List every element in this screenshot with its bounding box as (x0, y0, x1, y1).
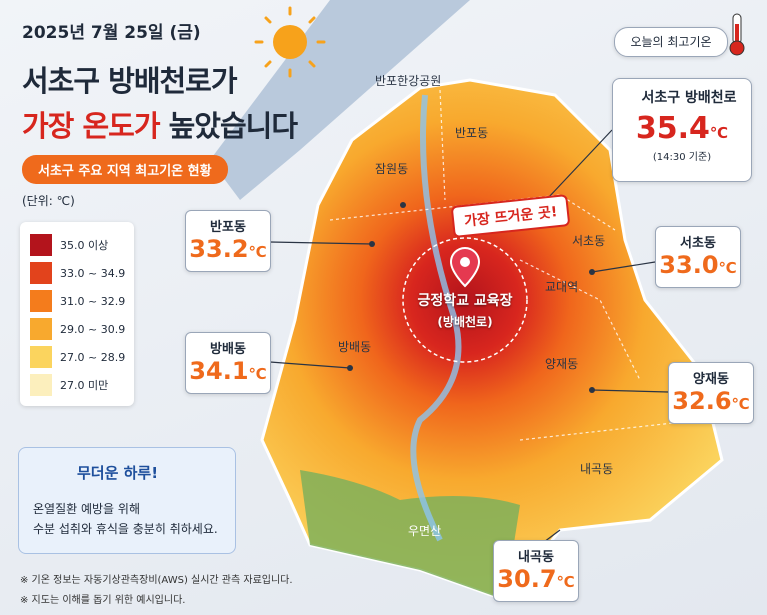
legend-label: 27.0 미만 (60, 379, 109, 392)
thermometer (729, 13, 745, 56)
legend-label: 29.0 ~ 30.9 (60, 322, 126, 336)
legend-swatch (30, 290, 52, 312)
legend-row: 33.0 ~ 34.9 (20, 259, 134, 287)
stream (410, 94, 462, 542)
callout-name: 반포동 (210, 220, 246, 235)
max-place: 서초구 방배천로 (641, 90, 737, 106)
value: 34.1 (189, 357, 249, 385)
unit: ℃ (248, 365, 267, 383)
legend-swatch (30, 318, 52, 340)
callout-name: 양재동 (693, 372, 729, 387)
unit: ℃ (709, 124, 729, 142)
hotspot-ring (402, 237, 528, 363)
hotspot-sub: (방배천로) (437, 315, 493, 329)
map-label: 반포한강공원 (375, 74, 442, 88)
map-label: 우면산 (408, 524, 442, 538)
unit: ℃ (556, 573, 575, 591)
value: 33.2 (189, 235, 249, 263)
legend-swatch (30, 374, 52, 396)
callout-value: 33.0℃ (656, 251, 740, 279)
legend-label: 31.0 ~ 32.9 (60, 294, 126, 308)
legend-label: 35.0 이상 (60, 239, 109, 252)
footnote: ※ 지도는 이해를 돕기 위한 예시입니다. (20, 595, 186, 606)
value: 30.7 (497, 565, 557, 593)
hotspot-label: 긍정학교 교육장 (방배천로) (395, 290, 535, 330)
legend-swatch (30, 262, 52, 284)
unit: ℃ (718, 259, 737, 277)
legend-row: 35.0 이상 (20, 231, 134, 259)
map-label: 반포동 (455, 126, 489, 140)
tip-box: 무더운 하루! 온열질환 예방을 위해 수분 섭취와 휴식을 충분히 취하세요. (18, 447, 236, 554)
max-value: 35.4℃ (613, 111, 751, 146)
pin-dot (460, 257, 470, 267)
temp-callout: 방배동 34.1℃ (185, 332, 271, 394)
callout-value: 32.6℃ (669, 387, 753, 415)
unit-note: (단위: ℃) (22, 194, 75, 208)
legend-row: 31.0 ~ 32.9 (20, 287, 134, 315)
title-highlight: 가장 온도가 (22, 109, 160, 143)
unit: ℃ (731, 395, 750, 413)
footnote: ※ 기온 정보는 자동기상관측장비(AWS) 실시간 관측 자료입니다. (20, 575, 293, 586)
temp-callout: 서초동 33.0℃ (655, 226, 741, 288)
legend-row: 27.0 ~ 28.9 (20, 343, 134, 371)
legend-row: 27.0 미만 (20, 371, 134, 399)
callout-value: 34.1℃ (186, 357, 270, 385)
boundaries (329, 89, 701, 441)
leader-lines (269, 129, 669, 546)
date: 2025년 7월 25일 (금) (22, 23, 201, 43)
title: 서초구 방배천로가 (22, 64, 238, 98)
temp-callout: 양재동 32.6℃ (668, 362, 754, 424)
title-rest: 높았습니다 (168, 109, 298, 143)
river (210, 0, 470, 200)
map-label: 서초동 (572, 234, 606, 248)
legend-label: 33.0 ~ 34.9 (60, 266, 126, 280)
callout-value: 30.7℃ (494, 565, 578, 593)
callout-value: 33.2℃ (186, 235, 270, 263)
badge: 서초구 주요 지역 최고기온 현황 (22, 155, 228, 184)
map-label: 양재동 (545, 357, 579, 371)
unit: ℃ (248, 243, 267, 261)
temp-callout: 내곡동 30.7℃ (493, 540, 579, 602)
callout-name: 내곡동 (518, 550, 554, 565)
legend-swatch (30, 234, 52, 256)
legend-swatch (30, 346, 52, 368)
callout-name: 서초동 (680, 236, 716, 251)
value: 32.6 (672, 387, 732, 415)
map-label: 잠원동 (375, 162, 409, 176)
legend-row: 29.0 ~ 30.9 (20, 315, 134, 343)
map-label: 내곡동 (580, 462, 614, 476)
sun (254, 6, 326, 78)
max-callout: 서초구 방배천로 35.4℃ (14:30 기준) (612, 78, 752, 182)
legend-label: 27.0 ~ 28.9 (60, 350, 126, 364)
temp-callout: 반포동 33.2℃ (185, 210, 271, 272)
tip-line: 수분 섭취와 휴식을 충분히 취하세요. (33, 522, 218, 536)
callout-name: 방배동 (210, 342, 246, 357)
map-label: 교대역 (545, 280, 579, 294)
tip-line: 온열질환 예방을 위해 (33, 502, 140, 516)
legend: 35.0 이상 33.0 ~ 34.9 31.0 ~ 32.9 29.0 ~ 30.9… (20, 222, 134, 406)
mountain (300, 470, 520, 600)
map-label: 방배동 (338, 340, 372, 354)
tip-title: 무더운 하루! (77, 464, 159, 482)
value: 33.0 (659, 251, 719, 279)
hotspot-name: 긍정학교 교육장 (417, 293, 513, 309)
leader-dots (347, 202, 595, 393)
value: 35.4 (635, 111, 710, 146)
today-label: 오늘의 최고기온 (614, 27, 728, 57)
title: 가장 온도가 높았습니다 (22, 103, 298, 145)
max-time: (14:30 기준) (652, 152, 712, 163)
